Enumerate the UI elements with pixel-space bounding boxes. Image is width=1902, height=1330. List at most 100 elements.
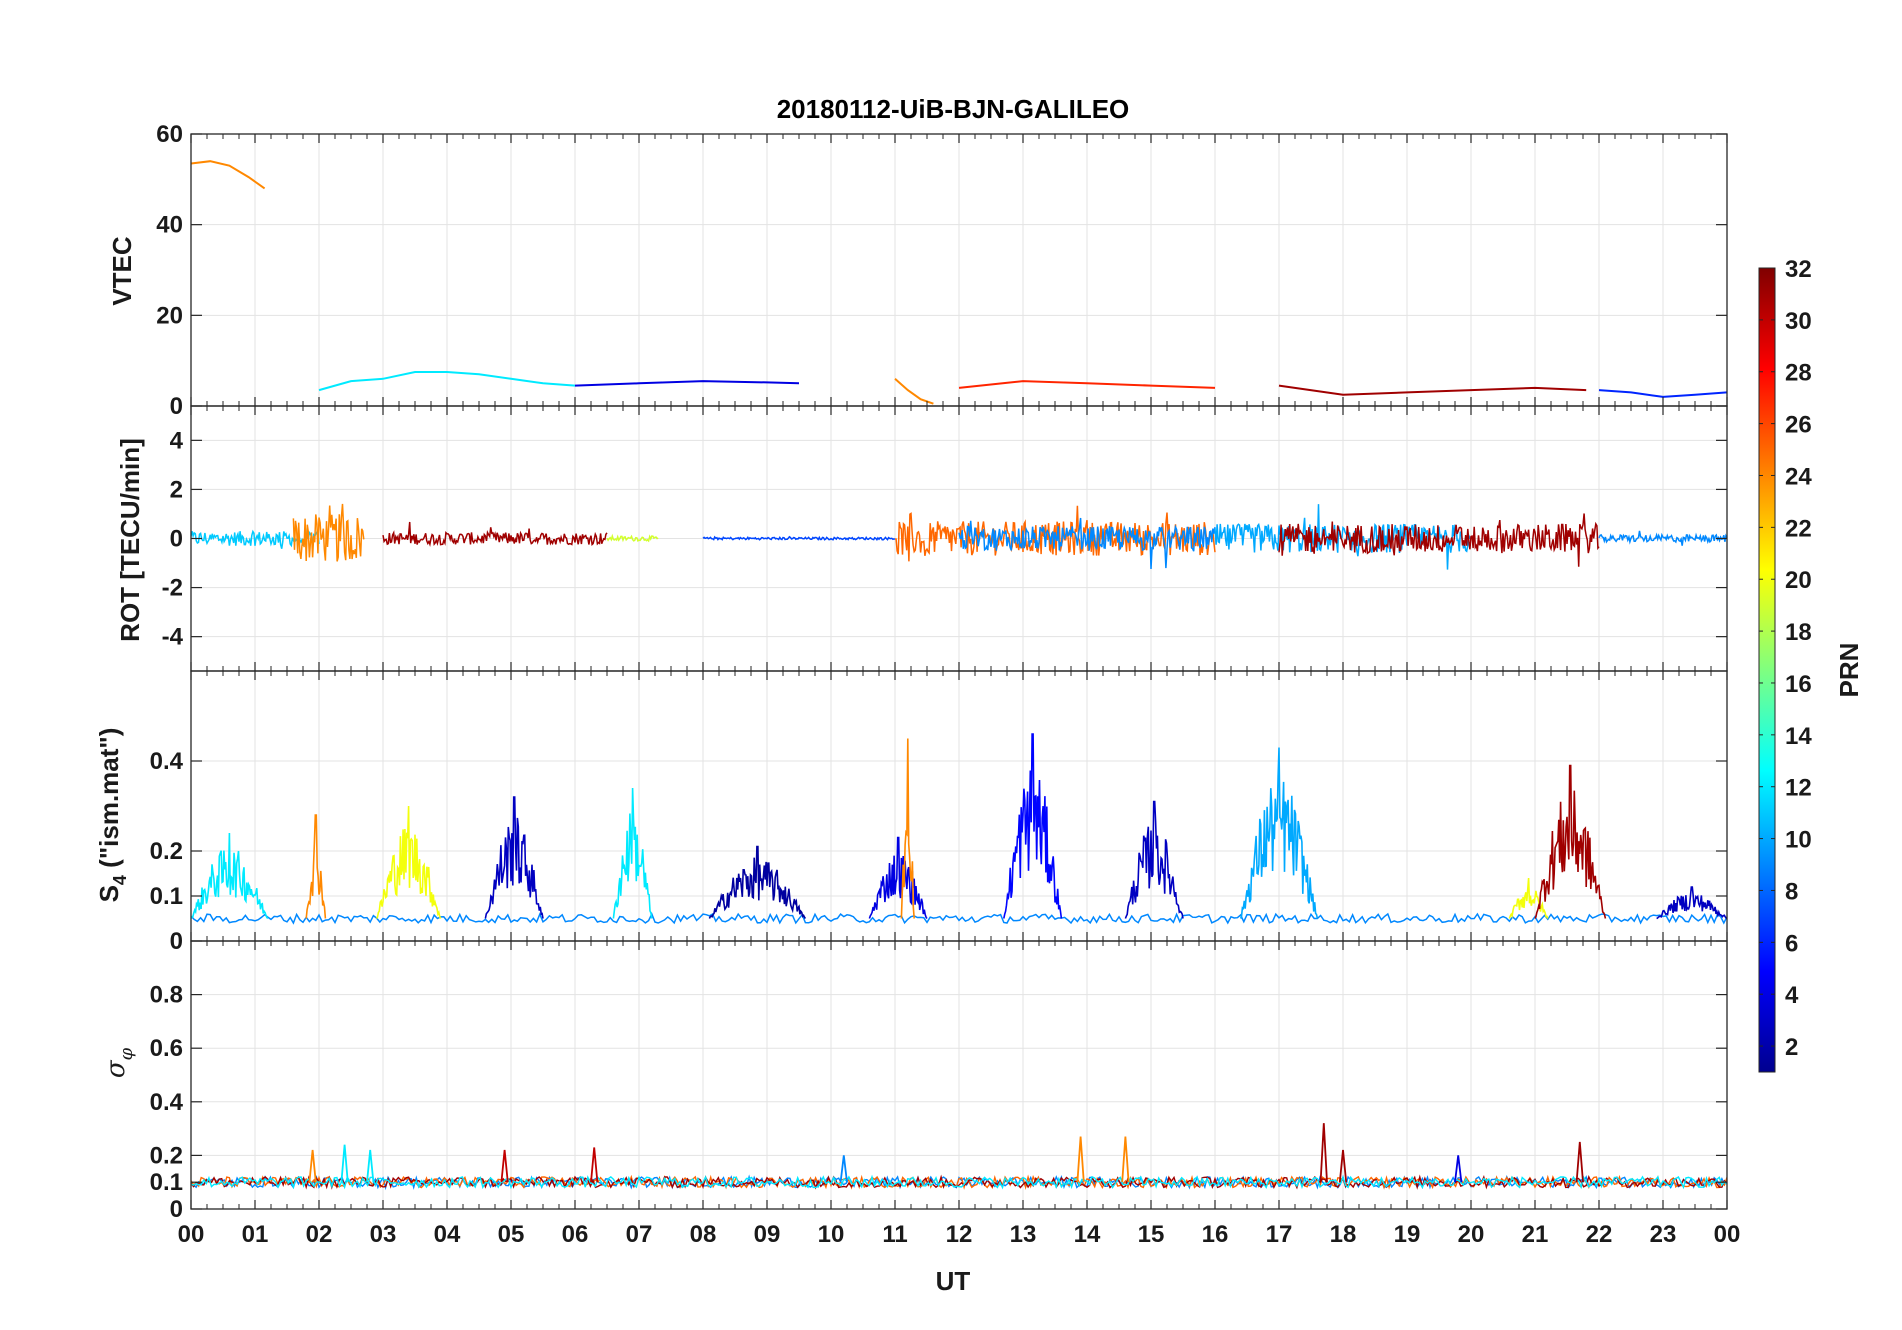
s4-series — [191, 733, 1727, 925]
s4-series-prn-24 — [900, 738, 915, 919]
x-tick-label: 14 — [1074, 1221, 1101, 1248]
sigma-phi-ytick-label: 0.8 — [150, 982, 183, 1009]
x-tick-label: 10 — [818, 1221, 845, 1248]
s4-series-prn-3 — [1656, 886, 1727, 920]
vtec-series-prn-4 — [574, 380, 800, 387]
colorbar-tick-label: 2 — [1785, 1034, 1798, 1061]
s4-series-prn-3 — [484, 796, 544, 919]
x-tick-label: 07 — [626, 1221, 653, 1248]
s4-series-prn-2 — [708, 845, 807, 919]
colorbar-tick-label: 32 — [1785, 256, 1812, 283]
x-tick-label: 18 — [1330, 1221, 1357, 1248]
chart-title: 20180112-UiB-BJN-GALILEO — [777, 94, 1130, 124]
sigma-phi-spike-prn-30 — [590, 1147, 599, 1183]
s4-series-prn-20 — [375, 805, 442, 919]
vtec-series-prn-24 — [894, 378, 934, 405]
s4-ytick-label: 0.2 — [150, 838, 183, 865]
sigma-phi-series — [191, 1123, 1727, 1191]
colorbar-tick-label: 12 — [1785, 775, 1812, 802]
vtec-series-prn-27 — [958, 380, 1216, 389]
colorbar-tick-label: 4 — [1785, 982, 1799, 1009]
x-tick-label: 13 — [1010, 1221, 1037, 1248]
x-tick-label: 06 — [562, 1221, 589, 1248]
x-axis-label: UT — [936, 1266, 971, 1296]
sigma-phi-spike-prn-31 — [1319, 1123, 1328, 1183]
s4-y-label: S4 ("ism.mat") — [94, 728, 130, 903]
colorbar-tick-label: 30 — [1785, 308, 1812, 335]
s4-ytick-label: 0.1 — [150, 883, 183, 910]
rot-series-prn-9 — [1598, 530, 1727, 546]
x-tick-label: 23 — [1650, 1221, 1677, 1248]
colorbar-tick-label: 10 — [1785, 827, 1812, 854]
vtec-ytick-label: 20 — [156, 302, 183, 329]
vtec-ytick-label: 60 — [156, 121, 183, 148]
vtec-series — [191, 160, 1727, 405]
x-tick-label: 02 — [306, 1221, 333, 1248]
rot-series-prn-19 — [606, 533, 659, 543]
vtec-series-prn-12 — [318, 371, 576, 392]
rot-series-prn-31 — [1278, 513, 1600, 567]
sigma-phi-spike-prn-12 — [366, 1149, 375, 1183]
s4-y-label-sub: 4 — [110, 875, 130, 885]
x-tick-label: 05 — [498, 1221, 525, 1248]
sigma-phi-spike-prn-24 — [1121, 1136, 1130, 1183]
rot-series-prn-24 — [292, 503, 365, 562]
s4-series-prn-10 — [1239, 747, 1319, 919]
sigma-phi-y-label: σφ — [101, 1047, 137, 1078]
s4-series-prn-12 — [191, 832, 269, 920]
sigma-phi-y-label-main: σ — [101, 1059, 131, 1078]
colorbar-label: PRN — [1834, 643, 1864, 698]
s4-series-prn-4 — [868, 836, 928, 919]
sigma-phi-series-prn-31 — [191, 1174, 1727, 1190]
rot-y-label: ROT [TECU/min] — [115, 438, 145, 642]
colorbar-tick-label: 20 — [1785, 567, 1812, 594]
x-tick-label: 00 — [178, 1221, 205, 1248]
colorbar-tick-label: 6 — [1785, 930, 1798, 957]
axes-layer: 0204060-4-202400.10.20.400.10.20.40.60.8… — [150, 121, 1741, 1248]
s4-baseline-trace — [191, 912, 1727, 925]
s4-series-prn-12 — [612, 787, 653, 919]
x-tick-label: 17 — [1266, 1221, 1293, 1248]
sigma-phi-spike-prn-12 — [340, 1144, 349, 1183]
sigma-phi-spike-prn-30 — [500, 1149, 509, 1183]
x-tick-label: 00 — [1714, 1221, 1741, 1248]
s4-series-prn-31 — [1534, 764, 1607, 919]
s4-series-prn-5 — [1003, 733, 1063, 919]
rot-ytick-label: 0 — [170, 526, 183, 553]
sigma-phi-ytick-label: 0.2 — [150, 1142, 183, 1169]
x-tick-label: 20 — [1458, 1221, 1485, 1248]
rot-series-prn-7 — [702, 535, 896, 542]
vtec-ytick-label: 40 — [156, 212, 183, 239]
x-tick-label: 12 — [946, 1221, 973, 1248]
sigma-phi-frame — [190, 940, 1728, 1210]
sigma-phi-ytick-label: 0 — [170, 1196, 183, 1223]
vtec-ytick-label: 0 — [170, 393, 183, 420]
colorbar-tick-label: 24 — [1785, 463, 1812, 490]
rot-ytick-label: 2 — [170, 476, 183, 503]
rot-ytick-label: -2 — [162, 575, 183, 602]
sigma-phi-spike-prn-31 — [1338, 1149, 1348, 1183]
x-tick-label: 09 — [754, 1221, 781, 1248]
colorbar-tick-label: 8 — [1785, 878, 1798, 905]
x-tick-label: 08 — [690, 1221, 717, 1248]
s4-ytick-label: 0.4 — [150, 748, 184, 775]
rot-series — [191, 503, 1727, 570]
s4-series-prn-20 — [1508, 877, 1549, 919]
data-layer — [191, 160, 1727, 1191]
sigma-phi-y-label-sub: φ — [116, 1047, 137, 1060]
x-tick-label: 15 — [1138, 1221, 1165, 1248]
s4-series-prn-3 — [1124, 800, 1184, 919]
sigma-phi-spike-prn-24 — [308, 1149, 317, 1183]
s4-ytick-label: 0 — [170, 928, 183, 955]
rot-series-prn-31 — [382, 521, 608, 547]
sigma-phi-spike-prn-24 — [1076, 1136, 1085, 1183]
sigma-phi-ytick-label: 0.1 — [150, 1169, 183, 1196]
colorbar-tick-label: 28 — [1785, 360, 1812, 387]
s4-y-label-main: S — [94, 885, 124, 902]
x-tick-label: 04 — [434, 1221, 461, 1248]
vtec-series-prn-6 — [1598, 389, 1727, 398]
vtec-series-prn-31 — [1278, 384, 1587, 396]
sigma-phi-ytick-label: 0.4 — [150, 1089, 184, 1116]
